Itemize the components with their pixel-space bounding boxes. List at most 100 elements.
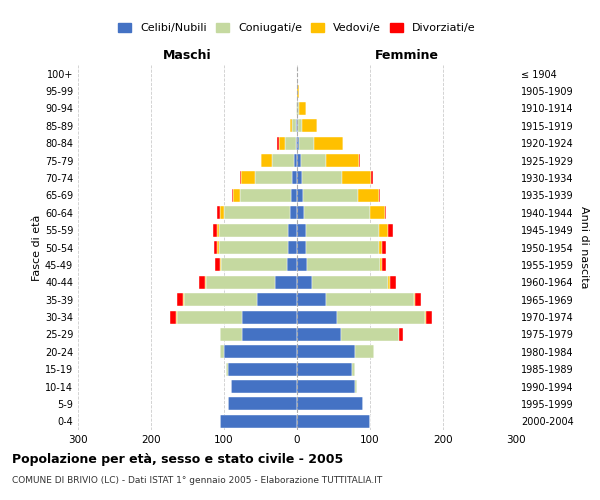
Bar — [297, 136, 299, 149]
Bar — [337, 310, 425, 324]
Bar — [224, 206, 290, 220]
Bar — [297, 310, 337, 324]
Text: COMUNE DI BRIVIO (LC) - Dati ISTAT 1° gennaio 2005 - Elaborazione TUTTITALIA.IT: COMUNE DI BRIVIO (LC) - Dati ISTAT 1° ge… — [12, 476, 382, 485]
Bar — [297, 172, 302, 184]
Bar — [232, 189, 233, 202]
Bar — [307, 258, 380, 272]
Bar — [388, 224, 394, 236]
Bar — [391, 276, 396, 289]
Bar — [214, 241, 217, 254]
Bar — [314, 136, 343, 149]
Bar — [297, 362, 352, 376]
Bar — [297, 84, 299, 98]
Bar — [297, 189, 303, 202]
Bar — [219, 241, 288, 254]
Bar — [184, 293, 257, 306]
Bar — [277, 136, 279, 149]
Bar — [341, 328, 399, 341]
Bar — [358, 189, 379, 202]
Bar — [355, 380, 357, 393]
Bar — [170, 310, 176, 324]
Bar — [227, 362, 297, 376]
Text: Femmine: Femmine — [374, 48, 439, 62]
Bar — [290, 120, 292, 132]
Bar — [425, 310, 426, 324]
Bar — [297, 258, 307, 272]
Bar — [275, 276, 297, 289]
Legend: Celibi/Nubili, Coniugati/e, Vedovi/e, Divorziati/e: Celibi/Nubili, Coniugati/e, Vedovi/e, Di… — [115, 20, 479, 36]
Bar — [284, 136, 296, 149]
Bar — [257, 293, 297, 306]
Text: Popolazione per età, sesso e stato civile - 2005: Popolazione per età, sesso e stato civil… — [12, 452, 343, 466]
Bar — [297, 241, 306, 254]
Bar — [279, 136, 284, 149]
Bar — [199, 276, 205, 289]
Bar — [241, 172, 256, 184]
Bar — [217, 241, 219, 254]
Bar — [260, 154, 261, 167]
Bar — [296, 136, 297, 149]
Bar — [220, 415, 297, 428]
Bar — [382, 258, 386, 272]
Bar — [379, 241, 382, 254]
Bar — [296, 102, 297, 115]
Bar — [355, 346, 374, 358]
Bar — [359, 154, 360, 167]
Bar — [219, 224, 288, 236]
Bar — [287, 258, 297, 272]
Bar — [272, 154, 294, 167]
Bar — [301, 154, 326, 167]
Bar — [220, 258, 221, 272]
Bar — [297, 102, 299, 115]
Bar — [379, 189, 380, 202]
Bar — [388, 276, 391, 289]
Bar — [298, 120, 302, 132]
Bar — [205, 276, 206, 289]
Bar — [220, 206, 224, 220]
Bar — [299, 102, 307, 115]
Bar — [217, 224, 219, 236]
Bar — [326, 154, 359, 167]
Y-axis label: Anni di nascita: Anni di nascita — [579, 206, 589, 289]
Bar — [226, 362, 227, 376]
Bar — [370, 206, 385, 220]
Text: Maschi: Maschi — [163, 48, 212, 62]
Bar — [240, 189, 291, 202]
Bar — [183, 293, 184, 306]
Bar — [292, 120, 296, 132]
Bar — [256, 172, 292, 184]
Bar — [220, 346, 224, 358]
Bar — [385, 206, 386, 220]
Bar — [206, 276, 275, 289]
Bar — [303, 189, 358, 202]
Bar — [297, 276, 311, 289]
Bar — [399, 328, 403, 341]
Bar — [299, 136, 314, 149]
Bar — [297, 224, 306, 236]
Bar — [213, 224, 217, 236]
Bar — [297, 206, 304, 220]
Bar — [414, 293, 415, 306]
Bar — [221, 258, 287, 272]
Bar — [233, 189, 240, 202]
Bar — [296, 120, 297, 132]
Bar — [302, 120, 317, 132]
Bar — [379, 224, 388, 236]
Bar — [297, 346, 355, 358]
Bar — [297, 120, 298, 132]
Bar — [291, 189, 297, 202]
Bar — [311, 276, 388, 289]
Bar — [306, 241, 379, 254]
Bar — [242, 328, 297, 341]
Bar — [297, 415, 370, 428]
Bar — [215, 258, 220, 272]
Bar — [261, 154, 272, 167]
Bar — [380, 258, 382, 272]
Bar — [297, 154, 301, 167]
Bar — [306, 224, 379, 236]
Bar — [227, 398, 297, 410]
Bar — [342, 172, 371, 184]
Bar — [220, 328, 242, 341]
Bar — [382, 241, 386, 254]
Bar — [352, 362, 355, 376]
